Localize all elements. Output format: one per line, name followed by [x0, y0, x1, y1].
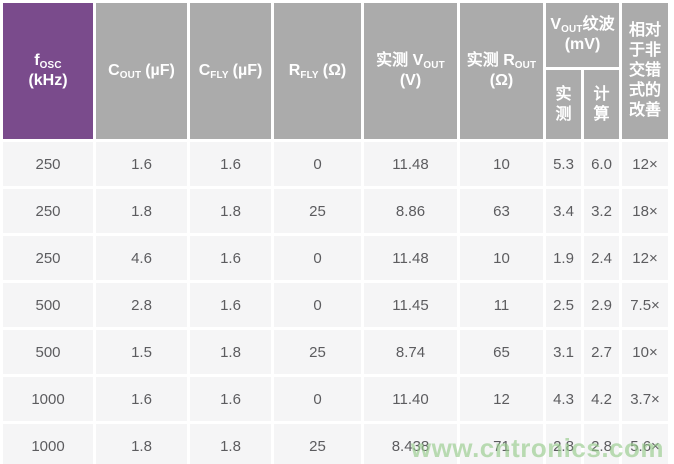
- table-cell: 3.1: [546, 330, 581, 374]
- table-cell: 18×: [622, 189, 669, 233]
- table-cell: 6.0: [584, 142, 620, 186]
- col-header-vout-ripple: VOUT纹波 (mV): [546, 3, 620, 67]
- table-cell: 1.8: [190, 189, 271, 233]
- vout-label: 实测 VOUT: [376, 52, 445, 71]
- table-cell: 25: [274, 189, 361, 233]
- col-header-ripple-measured: 实 测: [546, 70, 581, 139]
- table-cell: 65: [460, 330, 543, 374]
- table-cell: 4.6: [96, 236, 187, 280]
- table-cell: 1000: [3, 377, 93, 421]
- table-cell: 8.438: [364, 424, 457, 464]
- table-cell: 0: [274, 142, 361, 186]
- table-cell: 11.48: [364, 142, 457, 186]
- table-cell: 25: [274, 424, 361, 464]
- table-cell: 2.5: [546, 283, 581, 327]
- table-cell: 1.8: [96, 424, 187, 464]
- table-cell: 8.86: [364, 189, 457, 233]
- table-cell: 3.7×: [622, 377, 669, 421]
- table-row: 250 1.8 1.8 25 8.86 63 3.4 3.2 18×: [3, 189, 669, 233]
- vout-unit: (V): [399, 72, 422, 89]
- col-header-rout-measured: 实测 ROUT (Ω): [460, 3, 543, 139]
- table-cell: 0: [274, 377, 361, 421]
- table-cell: 71: [460, 424, 543, 464]
- table-body: 250 1.6 1.6 0 11.48 10 5.3 6.0 12× 250 1.8 1.8 25 8.8…: [3, 142, 669, 464]
- table-cell: 4.2: [584, 377, 620, 421]
- table-cell: 25: [274, 330, 361, 374]
- table-cell: 2.4: [584, 236, 620, 280]
- table-row: 1000 1.6 1.6 0 11.40 12 4.3 4.2 3.7×: [3, 377, 669, 421]
- table-cell: 12: [460, 377, 543, 421]
- col-header-vout-measured: 实测 VOUT (V): [364, 3, 457, 139]
- header-row-1: fOSC (kHz) COUT (µF) CFLY (µF) RFLY (Ω) 实测 …: [3, 3, 669, 139]
- fosc-unit: (kHz): [28, 72, 68, 89]
- table-cell: 1000: [3, 424, 93, 464]
- col-header-ripple-calculated: 计 算: [584, 70, 620, 139]
- table-row: 250 1.6 1.6 0 11.48 10 5.3 6.0 12×: [3, 142, 669, 186]
- table-cell: 8.74: [364, 330, 457, 374]
- col-header-fosc: fOSC (kHz): [3, 3, 93, 139]
- rout-unit: (Ω): [489, 72, 514, 89]
- table-cell: 500: [3, 330, 93, 374]
- col-header-cfly: CFLY (µF): [190, 3, 271, 139]
- table-cell: 4.3: [546, 377, 581, 421]
- table-cell: 5.3: [546, 142, 581, 186]
- table-cell: 63: [460, 189, 543, 233]
- table-cell: 2.8: [546, 424, 581, 464]
- table-cell: 1.6: [96, 142, 187, 186]
- table-cell: 250: [3, 236, 93, 280]
- table-cell: 2.9: [584, 283, 620, 327]
- table-cell: 10×: [622, 330, 669, 374]
- table-cell: 11.45: [364, 283, 457, 327]
- table-row: 500 1.5 1.8 25 8.74 65 3.1 2.7 10×: [3, 330, 669, 374]
- table-cell: 1.8: [190, 424, 271, 464]
- table-cell: 3.4: [546, 189, 581, 233]
- table-cell: 1.5: [96, 330, 187, 374]
- table-cell: 1.8: [190, 330, 271, 374]
- table-cell: 10: [460, 142, 543, 186]
- col-header-cout: COUT (µF): [96, 3, 187, 139]
- table-header: fOSC (kHz) COUT (µF) CFLY (µF) RFLY (Ω) 实测 …: [3, 3, 669, 139]
- table-cell: 1.8: [96, 189, 187, 233]
- table-cell: 1.9: [546, 236, 581, 280]
- table-cell: 2.8: [584, 424, 620, 464]
- table-cell: 11: [460, 283, 543, 327]
- table-cell: 1.6: [190, 283, 271, 327]
- table-row: 1000 1.8 1.8 25 8.438 71 2.8 2.8 5.6×: [3, 424, 669, 464]
- table-row: 500 2.8 1.6 0 11.45 11 2.5 2.9 7.5×: [3, 283, 669, 327]
- table-cell: 1.6: [190, 142, 271, 186]
- table-row: 250 4.6 1.6 0 11.48 10 1.9 2.4 12×: [3, 236, 669, 280]
- table-cell: 1.6: [190, 377, 271, 421]
- col-header-improvement: 相对于非交错式的改善: [622, 3, 669, 139]
- table-cell: 0: [274, 283, 361, 327]
- table-cell: 500: [3, 283, 93, 327]
- table-cell: 250: [3, 142, 93, 186]
- table-cell: 250: [3, 189, 93, 233]
- table-cell: 1.6: [190, 236, 271, 280]
- table-cell: 12×: [622, 142, 669, 186]
- table-cell: 0: [274, 236, 361, 280]
- table-cell: 2.7: [584, 330, 620, 374]
- fosc-symbol: fOSC: [34, 52, 62, 71]
- col-header-rfly: RFLY (Ω): [274, 3, 361, 139]
- table-cell: 10: [460, 236, 543, 280]
- header-row-2: 实 测 计 算: [3, 70, 668, 139]
- rout-label: 实测 ROUT: [466, 52, 537, 71]
- table-cell: 2.8: [96, 283, 187, 327]
- table-cell: 1.6: [96, 377, 187, 421]
- table-cell: 11.48: [364, 236, 457, 280]
- table-cell: 5.6×: [622, 424, 669, 464]
- table-cell: 11.40: [364, 377, 457, 421]
- table-cell: 3.2: [584, 189, 620, 233]
- table-cell: 7.5×: [622, 283, 669, 327]
- table-cell: 12×: [622, 236, 669, 280]
